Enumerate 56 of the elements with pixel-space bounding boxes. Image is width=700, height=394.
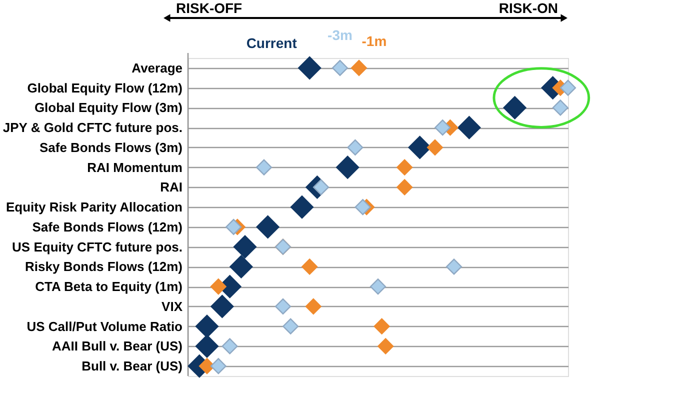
point [230,255,253,278]
point [560,80,576,96]
y-tick-label: JPY & Gold CFTC future pos. [2,120,182,136]
point [302,258,318,275]
point [222,338,238,354]
point [396,159,413,176]
point [347,139,364,156]
point [408,136,432,159]
point [274,298,292,314]
y-tick-label: RAI [160,180,182,195]
series-label: -1m [362,33,387,49]
y-tick-label: US Equity CFTC future pos. [12,239,182,254]
series-label: -3m [328,27,352,43]
point [350,60,368,76]
point [256,159,272,176]
point [503,96,526,120]
point [396,179,413,196]
point [370,278,386,295]
y-tick-label: AAII Bull v. Bear (US) [52,338,182,354]
y-tick-label: Equity Risk Parity Allocation [6,200,183,215]
y-tick-label: US Call/Put Volume Ratio [26,318,183,334]
point [336,156,360,179]
point [210,358,226,374]
series-label: Current [246,35,298,51]
y-tick-label: RAI Momentum [87,160,182,175]
point [233,235,257,258]
point [378,338,394,354]
point [298,56,322,80]
point [195,334,219,358]
text: RISK-ON [498,0,558,16]
point [458,116,481,140]
point [210,278,226,295]
point [332,60,348,76]
point [226,218,242,235]
point [305,298,322,314]
point [195,314,219,338]
point [426,139,444,156]
y-tick-label: Global Equity Flow (3m) [34,100,182,116]
point [210,294,234,318]
point [256,215,280,238]
y-tick-label: VIX [162,298,183,314]
y-tick-label: Safe Bonds Flows (3m) [39,140,182,155]
point [434,120,451,136]
y-tick-label: Bull v. Bear (US) [82,358,182,374]
y-tick-label: Risky Bonds Flows (12m) [25,259,182,274]
point [282,318,299,334]
y-tick-label: Global Equity Flow (12m) [27,80,182,96]
text: RISK-OFF [176,0,243,16]
point [446,258,462,275]
point [354,199,371,216]
y-tick-label: Average [132,60,182,76]
point [374,318,390,334]
point [552,100,568,116]
y-tick-label: CTA Beta to Equity (1m) [35,279,182,294]
point [290,196,314,219]
y-tick-label: Safe Bonds Flows (12m) [32,219,182,234]
